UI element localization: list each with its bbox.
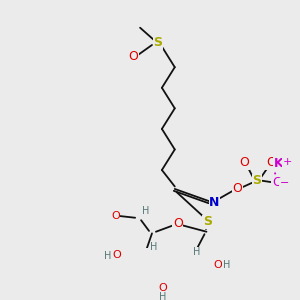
Text: O: O [232, 182, 242, 196]
Text: S: S [153, 36, 162, 49]
Text: S: S [203, 215, 212, 228]
Text: K: K [274, 157, 284, 170]
Text: H: H [142, 206, 150, 216]
Text: N: N [209, 196, 220, 208]
Text: O: O [112, 250, 121, 260]
Text: O: O [272, 176, 282, 189]
Text: +: + [283, 157, 292, 167]
Text: O: O [173, 217, 183, 230]
Text: O: O [266, 156, 276, 169]
Text: H: H [104, 250, 111, 261]
Text: H: H [193, 247, 200, 257]
Text: −: − [280, 178, 289, 188]
Text: H: H [159, 292, 167, 300]
Text: O: O [111, 211, 120, 221]
Text: O: O [239, 156, 249, 169]
Text: O: O [158, 283, 167, 293]
Text: O: O [128, 50, 138, 63]
Text: O: O [213, 260, 222, 270]
Text: H: H [223, 260, 230, 271]
Text: S: S [253, 174, 262, 187]
Text: H: H [150, 242, 158, 252]
